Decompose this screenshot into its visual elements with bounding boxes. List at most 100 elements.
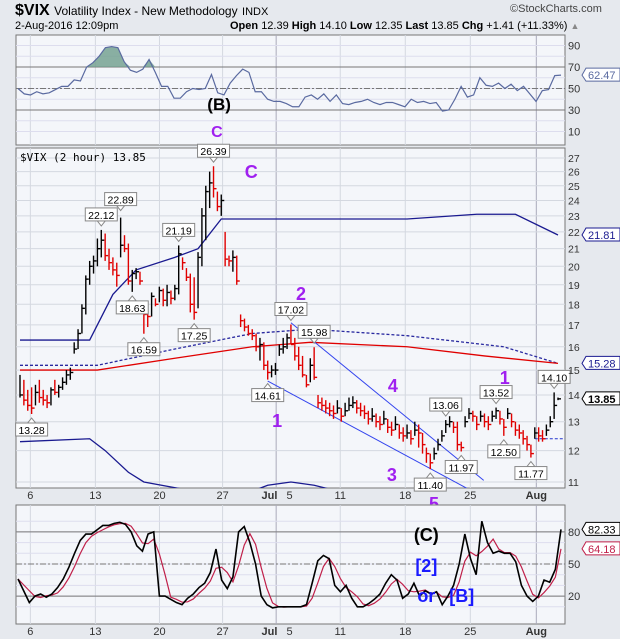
price-annotation: 15.98 <box>297 324 331 345</box>
annotation-text: 14.61 <box>255 391 281 403</box>
price-bar <box>483 413 488 428</box>
price-bar <box>174 284 178 301</box>
price-bar <box>340 408 345 422</box>
price-bar <box>313 347 318 380</box>
annotation-box <box>274 301 308 316</box>
annotation-box <box>444 459 478 474</box>
price-bar <box>77 329 82 350</box>
x-tick-label: 27 <box>216 490 228 502</box>
price-tick-label: 24 <box>568 195 580 207</box>
price-tick-label: 15 <box>568 365 580 377</box>
price-bar <box>290 324 294 346</box>
price-bar <box>123 235 128 253</box>
price-bar <box>170 290 174 305</box>
price-tick-label: 14 <box>568 390 580 402</box>
price-bar <box>19 374 23 398</box>
wave-label: 1 <box>272 411 282 431</box>
high-value: 14.10 <box>319 20 347 32</box>
price-bar <box>301 355 306 378</box>
moving-average-dotted <box>20 328 559 366</box>
chart-title: $VIX Volatility Index - New Methodology … <box>15 2 268 20</box>
rsi-line <box>17 45 562 112</box>
price-bar <box>38 379 43 403</box>
price-bar <box>201 208 205 267</box>
price-annotation: 11.40 <box>413 472 447 492</box>
rsi-panel <box>15 34 566 146</box>
price-bar <box>147 312 151 328</box>
last-value: 13.85 <box>431 20 459 32</box>
lower-band-line <box>19 438 328 488</box>
price-bar <box>472 410 476 422</box>
annotation-text: 11.40 <box>418 480 444 492</box>
price-bar <box>495 407 500 419</box>
annotation-box <box>487 444 521 459</box>
price-bar <box>514 421 519 436</box>
price-bar <box>414 421 418 436</box>
annotation-text: 17.25 <box>181 331 207 343</box>
price-bar <box>429 453 434 470</box>
price-annotation: 12.50 <box>487 439 521 459</box>
price-bar <box>58 384 62 398</box>
high-label: High <box>291 20 317 32</box>
price-tick-label: 12 <box>568 446 580 458</box>
price-tick-label: 25 <box>568 181 580 193</box>
price-bar <box>371 408 376 422</box>
price-bar <box>522 430 527 445</box>
price-bar <box>344 402 349 417</box>
x-tick-label: 6 <box>27 626 33 638</box>
price-bar <box>317 394 322 409</box>
annotation-box <box>162 222 196 237</box>
price-bar <box>255 333 260 352</box>
price-bar <box>321 397 325 411</box>
price-bar <box>104 233 109 261</box>
price-bar <box>212 166 217 198</box>
price-bar <box>224 231 229 267</box>
price-bar <box>402 427 407 442</box>
price-bar <box>150 292 155 317</box>
wave-label: [B] <box>449 586 474 606</box>
x-tick-label: Aug <box>526 490 547 502</box>
price-bar <box>27 389 31 411</box>
price-bar <box>208 171 213 209</box>
price-bar <box>406 424 411 439</box>
rsi-tick-label: 30 <box>568 105 580 117</box>
annotation-box <box>115 300 149 315</box>
price-bar <box>557 397 561 401</box>
price-bar <box>506 408 511 419</box>
price-annotation: 18.63 <box>115 295 149 315</box>
price-bar <box>479 410 484 422</box>
price-bar <box>352 396 356 409</box>
x-tick-label: 5 <box>286 626 292 638</box>
price-bar <box>278 344 283 356</box>
price-bar <box>537 427 542 442</box>
price-bar <box>526 435 531 451</box>
price-tick-label: 19 <box>568 280 580 292</box>
annotation-text: 21.19 <box>166 225 192 237</box>
price-bar <box>193 277 198 320</box>
x-tick-label: 20 <box>153 490 165 502</box>
wave-label: (C) <box>414 525 439 545</box>
price-annotation: 22.12 <box>84 207 118 227</box>
annotation-box <box>177 328 211 343</box>
wave-label: 4 <box>388 376 398 396</box>
price-bar <box>433 447 438 460</box>
price-bar <box>251 329 256 341</box>
rsi-current-value: 62.47 <box>588 70 616 82</box>
annotation-box <box>537 369 571 384</box>
wave-label: (B) <box>207 95 231 114</box>
trend-line-upper <box>290 322 485 481</box>
price-annotation: 13.28 <box>15 417 49 437</box>
price-tick-label: 13 <box>568 417 580 429</box>
wave-label: 1 <box>500 368 510 388</box>
price-annotation: 17.25 <box>177 322 211 343</box>
low-label: Low <box>349 20 372 32</box>
upper-band-line <box>20 213 559 341</box>
x-tick-label: Jul <box>262 626 278 638</box>
x-tick-label: 18 <box>399 626 411 638</box>
price-bar <box>127 243 132 285</box>
price-legend: $VIX (2 hour) 13.85 <box>20 151 146 164</box>
price-bar <box>491 410 496 422</box>
chg-value: +1.41 (+11.33%) <box>486 20 568 32</box>
price-bar <box>379 416 383 431</box>
